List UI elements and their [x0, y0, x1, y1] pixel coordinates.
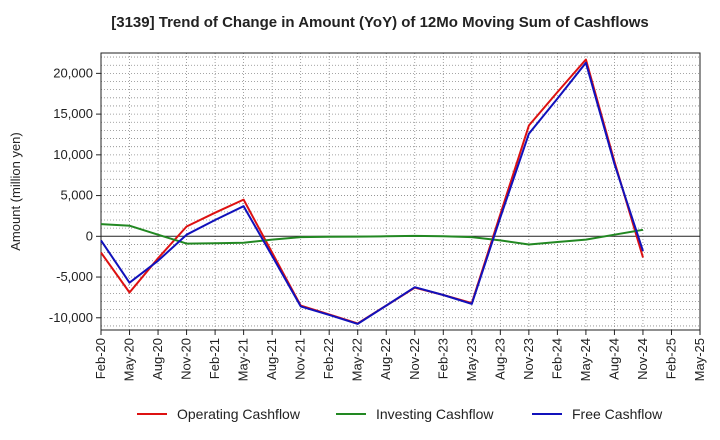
y-tick-label: 0 — [86, 228, 93, 243]
legend-swatch — [532, 413, 562, 415]
x-tick-label: May-23 — [464, 338, 479, 381]
x-tick-label: Aug-23 — [492, 338, 507, 380]
x-tick-label: Aug-22 — [378, 338, 393, 380]
chart-title: [3139] Trend of Change in Amount (YoY) o… — [111, 14, 649, 31]
chart-legend: Operating Cashflow Investing Cashflow Free… — [0, 402, 720, 426]
x-tick-label: Aug-21 — [264, 338, 279, 380]
x-tick-label: Nov-20 — [179, 338, 194, 380]
legend-label: Free Cashflow — [572, 406, 663, 422]
legend-label: Investing Cashflow — [376, 406, 494, 422]
x-tick-label: Feb-22 — [321, 338, 336, 379]
legend-swatch — [137, 413, 167, 415]
y-tick-label: 15,000 — [53, 106, 93, 121]
x-tick-label: Nov-21 — [293, 338, 308, 380]
legend-label: Operating Cashflow — [177, 406, 300, 422]
x-tick-label: May-20 — [122, 338, 137, 381]
y-tick-label: 5,000 — [60, 188, 93, 203]
legend-item-free-cashflow: Free Cashflow — [532, 402, 662, 426]
plot-frame — [100, 52, 701, 331]
x-tick-label: May-22 — [350, 338, 365, 381]
legend-item-operating-cashflow: Operating Cashflow — [137, 402, 300, 426]
operating-cashflow-line — [100, 58, 644, 325]
x-tick-label: Aug-20 — [150, 338, 165, 380]
x-tick-label: Feb-20 — [93, 338, 108, 379]
y-axis-label: Amount (million yen) — [8, 132, 23, 251]
y-tick-label: -5,000 — [56, 269, 93, 284]
legend-item-investing-cashflow: Investing Cashflow — [336, 402, 494, 426]
x-tick-label: Aug-24 — [606, 338, 621, 380]
x-tick-label: Nov-22 — [407, 338, 422, 380]
investing-cashflow-line — [100, 223, 644, 246]
x-tick-label: Nov-23 — [521, 338, 536, 380]
x-tick-label: Feb-21 — [207, 338, 222, 379]
x-tick-label: Feb-24 — [549, 338, 564, 379]
x-tick-label: May-24 — [578, 338, 593, 381]
y-tick-label: -10,000 — [49, 310, 93, 325]
x-tick-label: Nov-24 — [635, 338, 650, 380]
y-tick-label: 20,000 — [53, 65, 93, 80]
x-tick-label: Feb-23 — [435, 338, 450, 379]
y-tick-label: 10,000 — [53, 147, 93, 162]
legend-swatch — [336, 413, 366, 415]
free-cashflow-line — [100, 61, 644, 325]
x-tick-label: May-21 — [236, 338, 251, 381]
x-tick-label: Feb-25 — [663, 338, 678, 379]
x-tick-label: May-25 — [692, 338, 707, 381]
